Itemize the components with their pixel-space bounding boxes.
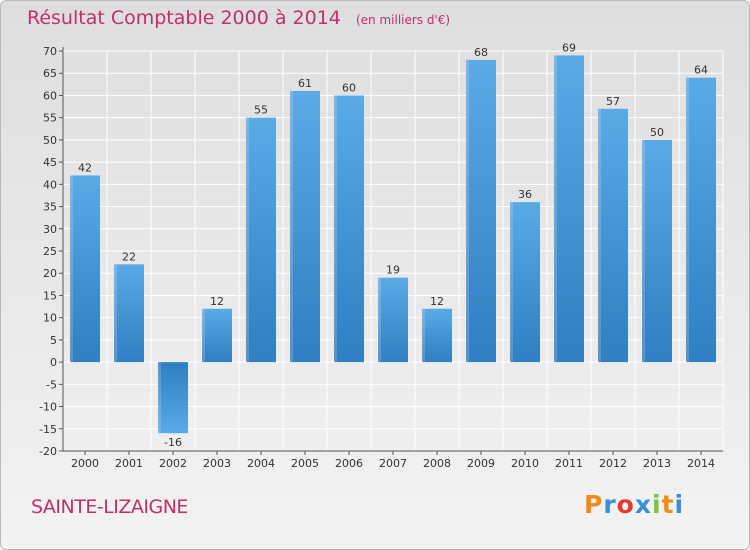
brand-letter: i xyxy=(652,490,662,519)
y-tick-label: 35 xyxy=(43,201,57,214)
brand-letter: r xyxy=(603,490,617,519)
x-tick-label: 2009 xyxy=(467,457,495,470)
data-label: 55 xyxy=(254,104,268,117)
y-tick-label: 45 xyxy=(43,156,57,169)
bar-highlight xyxy=(334,95,337,363)
data-label: 61 xyxy=(298,77,312,90)
x-tick-label: 2010 xyxy=(511,457,539,470)
data-label: 36 xyxy=(518,188,532,201)
bar-2012 xyxy=(598,108,628,363)
title-row: Résultat Comptable 2000 à 2014 (en milli… xyxy=(27,7,450,29)
bar-2013 xyxy=(642,139,672,363)
brand-letter: x xyxy=(634,490,652,519)
y-tick-label: -15 xyxy=(39,423,57,436)
bar-2003 xyxy=(202,308,232,363)
bar-2008 xyxy=(422,308,452,363)
bar-2014 xyxy=(686,77,716,363)
bar-highlight xyxy=(510,202,513,363)
y-tick-label: 55 xyxy=(43,112,57,125)
x-tick-label: 2008 xyxy=(423,457,451,470)
y-tick-label: -20 xyxy=(39,445,57,458)
bar-highlight xyxy=(158,362,161,434)
bar-highlight xyxy=(642,139,645,363)
x-tick-label: 2007 xyxy=(379,457,407,470)
y-tick-label: 70 xyxy=(43,45,57,58)
bar-2010 xyxy=(510,202,540,363)
labels: 7065605550454035302520151050-5-10-15-204… xyxy=(39,41,715,470)
x-tick-label: 2002 xyxy=(159,457,187,470)
chart-unit: (en milliers d'€) xyxy=(355,13,451,27)
y-tick-label: 15 xyxy=(43,289,57,302)
bar-highlight xyxy=(686,77,689,363)
y-tick-label: 25 xyxy=(43,245,57,258)
bar-highlight xyxy=(466,59,469,363)
brand-letter: t xyxy=(661,490,675,519)
data-label: 68 xyxy=(474,46,488,59)
bar-highlight xyxy=(378,277,381,363)
data-label: 42 xyxy=(78,161,92,174)
y-tick-label: 20 xyxy=(43,267,57,280)
axes xyxy=(59,47,723,455)
y-tick-label: 30 xyxy=(43,223,57,236)
place-name: SAINTE-LIZAIGNE xyxy=(31,496,188,518)
bars xyxy=(70,55,716,434)
bar-highlight xyxy=(554,55,557,363)
brand-logo[interactable]: Proxiti xyxy=(584,490,684,519)
bar-highlight xyxy=(422,308,425,363)
data-label: 64 xyxy=(694,64,708,77)
y-tick-label: 5 xyxy=(50,334,57,347)
x-tick-label: 2001 xyxy=(115,457,143,470)
bar-highlight xyxy=(202,308,205,363)
brand-letter: P xyxy=(584,490,604,519)
data-label: 22 xyxy=(122,250,136,263)
y-tick-label: 65 xyxy=(43,67,57,80)
brand-letter: o xyxy=(616,490,635,519)
y-tick-label: 10 xyxy=(43,312,57,325)
bar-2000 xyxy=(70,175,100,363)
bar-highlight xyxy=(70,175,73,363)
data-label: 60 xyxy=(342,81,356,94)
x-tick-label: 2006 xyxy=(335,457,363,470)
bar-highlight xyxy=(114,264,117,363)
bar-2001 xyxy=(114,264,144,363)
x-tick-label: 2012 xyxy=(599,457,627,470)
data-label: 57 xyxy=(606,95,620,108)
bar-highlight xyxy=(598,108,601,363)
x-tick-label: 2005 xyxy=(291,457,319,470)
y-tick-label: -10 xyxy=(39,401,57,414)
data-label: 50 xyxy=(650,126,664,139)
data-label: -16 xyxy=(164,436,182,449)
x-tick-label: 2004 xyxy=(247,457,275,470)
x-tick-label: 2000 xyxy=(71,457,99,470)
y-tick-label: 40 xyxy=(43,178,57,191)
bar-2005 xyxy=(290,91,320,363)
x-tick-label: 2014 xyxy=(687,457,715,470)
bar-2002 xyxy=(158,362,188,434)
y-tick-label: -5 xyxy=(46,378,57,391)
x-tick-label: 2013 xyxy=(643,457,671,470)
bar-2007 xyxy=(378,277,408,363)
bar-2009 xyxy=(466,59,496,363)
brand-letter: i xyxy=(674,490,685,519)
y-tick-label: 0 xyxy=(50,356,57,369)
y-tick-label: 50 xyxy=(43,134,57,147)
data-label: 12 xyxy=(210,295,224,308)
bar-highlight xyxy=(246,117,249,363)
chart-title: Résultat Comptable 2000 à 2014 xyxy=(27,7,341,29)
bar-2011 xyxy=(554,55,584,363)
bar-highlight xyxy=(290,91,293,363)
x-tick-label: 2003 xyxy=(203,457,231,470)
data-label: 69 xyxy=(562,41,576,54)
x-tick-label: 2011 xyxy=(555,457,583,470)
data-label: 12 xyxy=(430,295,444,308)
bar-2006 xyxy=(334,95,364,363)
bar-2004 xyxy=(246,117,276,363)
y-tick-label: 60 xyxy=(43,89,57,102)
data-label: 19 xyxy=(386,264,400,277)
